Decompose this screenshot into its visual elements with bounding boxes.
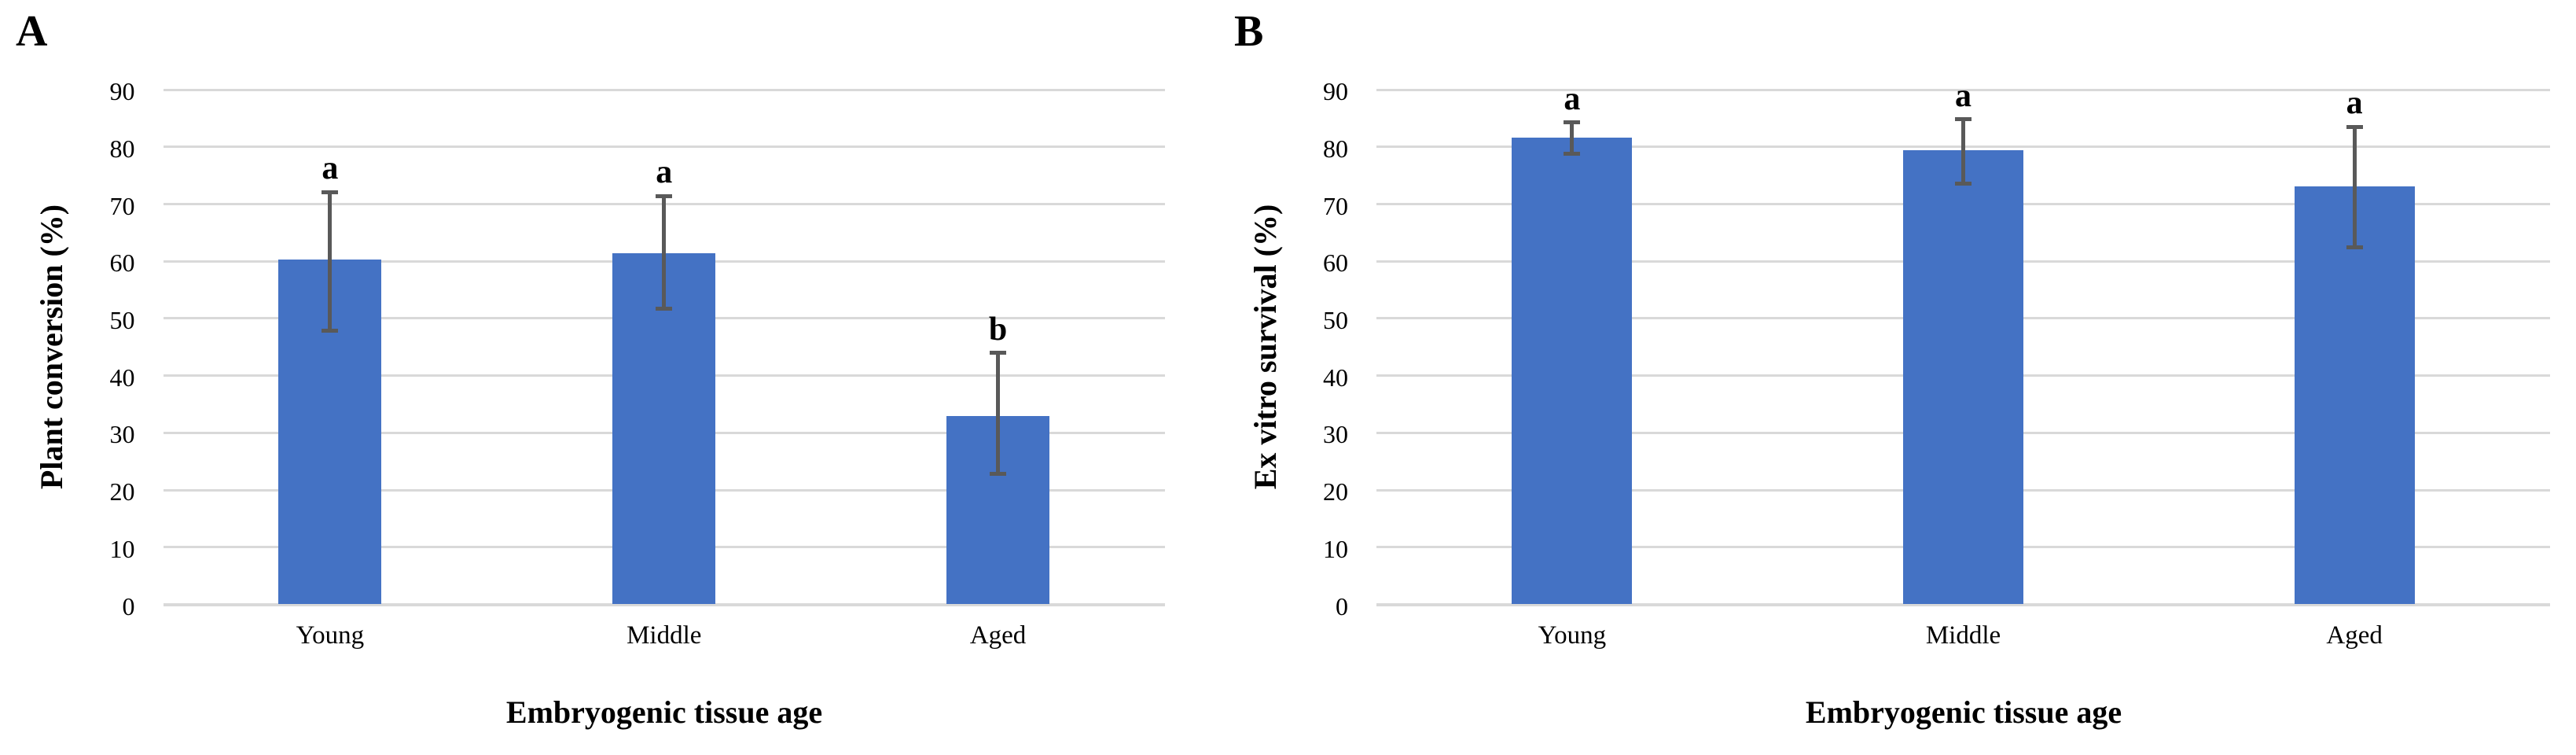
error-bar-cap — [322, 328, 339, 333]
error-bar-line — [1961, 119, 1965, 184]
error-bar-cap — [2346, 124, 2363, 129]
x-tick-label: Aged — [2326, 621, 2383, 650]
x-tick-label: Aged — [969, 621, 1027, 650]
y-tick-label: 90 — [1323, 77, 1348, 106]
y-tick-label: 50 — [109, 305, 135, 334]
y-tick-label: 40 — [1323, 363, 1348, 392]
y-tick-label: 70 — [109, 191, 135, 220]
x-tick-label: Middle — [627, 621, 702, 650]
error-bar-cap — [2346, 245, 2363, 249]
error-bar-cap — [990, 351, 1007, 355]
panel-a-x-axis-title: Embryogenic tissue age — [505, 694, 823, 730]
y-tick-label: 70 — [1323, 191, 1348, 220]
panel-a-label: A — [16, 7, 48, 56]
x-axis-line — [163, 602, 1165, 606]
error-bar-cap — [1564, 120, 1581, 125]
significance-letter: a — [322, 150, 339, 187]
significance-letter: b — [988, 311, 1008, 348]
y-tick-label: 30 — [1323, 420, 1348, 449]
gridline — [163, 88, 1165, 91]
y-tick-label: 20 — [1323, 477, 1348, 506]
significance-letter: a — [2346, 85, 2363, 122]
y-tick-label: 80 — [109, 134, 135, 163]
y-tick-label: 10 — [109, 534, 135, 563]
error-bar-line — [328, 192, 333, 331]
y-tick-label: 80 — [1323, 134, 1348, 163]
y-tick-label: 90 — [109, 77, 135, 106]
error-bar-cap — [990, 472, 1007, 477]
error-bar-line — [662, 196, 667, 309]
bar-young — [1512, 138, 1633, 605]
significance-letter: a — [1955, 77, 1972, 114]
y-tick-label: 60 — [1323, 249, 1348, 278]
panel-b-x-axis-title: Embryogenic tissue age — [1805, 694, 2122, 730]
y-tick-label: 0 — [1336, 591, 1348, 621]
error-bar-cap — [1564, 152, 1581, 157]
x-tick-label: Young — [296, 621, 365, 650]
y-tick-label: 40 — [109, 363, 135, 392]
x-tick-label: Young — [1538, 621, 1607, 650]
error-bar-cap — [1955, 117, 1972, 122]
x-axis-line — [1376, 602, 2550, 606]
bar-aged — [2294, 186, 2415, 605]
error-bar-line — [1570, 122, 1575, 154]
y-tick-label: 50 — [1323, 305, 1348, 334]
y-tick-label: 60 — [109, 249, 135, 278]
gridline — [163, 145, 1165, 149]
bar-middle — [612, 253, 716, 605]
panel-b-y-axis-title: Ex vitro survival (%) — [1248, 204, 1283, 490]
y-tick-label: 20 — [109, 477, 135, 506]
significance-letter: a — [656, 154, 673, 191]
error-bar-cap — [1955, 181, 1972, 186]
error-bar-line — [2352, 127, 2357, 248]
y-tick-label: 10 — [1323, 534, 1348, 563]
error-bar-line — [996, 352, 1001, 474]
y-tick-label: 30 — [109, 420, 135, 449]
panel-a-y-axis-title: Plant conversion (%) — [34, 204, 69, 490]
gridline — [1376, 88, 2550, 91]
error-bar-cap — [656, 307, 673, 311]
x-tick-label: Middle — [1925, 621, 2001, 650]
error-bar-cap — [656, 193, 673, 198]
y-tick-label: 0 — [122, 591, 135, 621]
significance-letter: a — [1564, 80, 1581, 117]
panel-b-label: B — [1234, 7, 1264, 56]
bar-middle — [1902, 150, 2024, 605]
error-bar-cap — [322, 190, 339, 194]
